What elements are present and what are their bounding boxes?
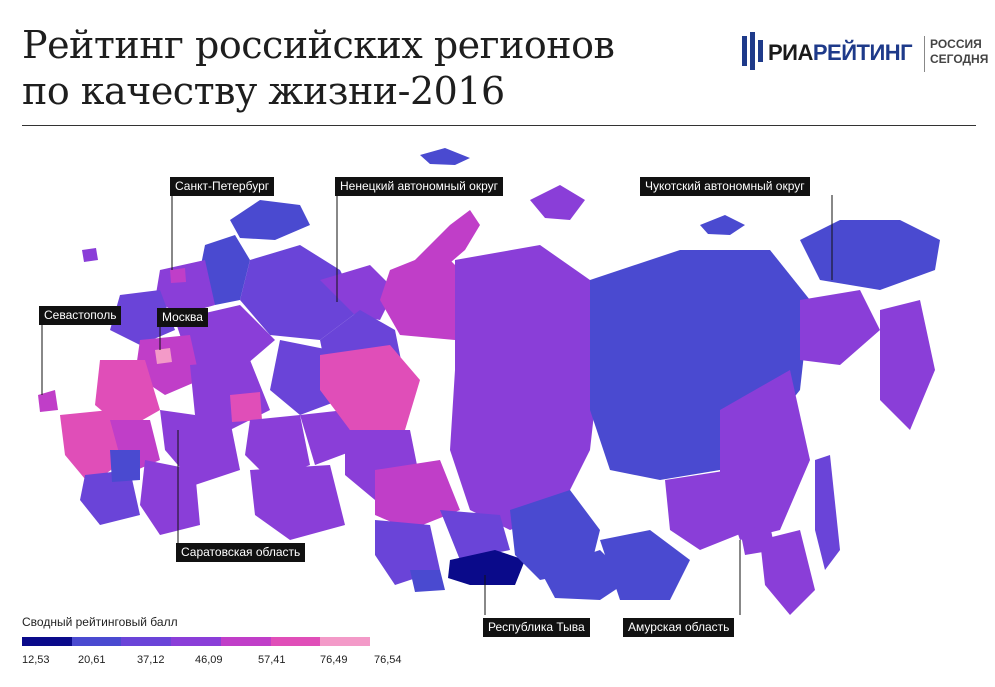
- tatarstan: [230, 392, 262, 422]
- crimea: [38, 390, 58, 412]
- title-divider: [22, 125, 976, 126]
- legend-ticks: 12,53 20,61 37,12 46,09 57,41 76,49 76,54: [22, 654, 422, 668]
- callout-chukotka: Чукотский автономный округ: [640, 177, 810, 196]
- volgograd-astrakhan: [140, 460, 200, 535]
- murmansk-region: [230, 200, 310, 240]
- severnaya-zemlya: [530, 185, 585, 220]
- chelyabinsk-orenburg: [250, 465, 345, 540]
- khabarovsk: [720, 370, 810, 540]
- bashkortostan: [245, 415, 310, 480]
- legend-tick-label: 46,09: [195, 654, 223, 666]
- legend-swatch-6: [270, 637, 321, 646]
- zabaykalsky: [600, 530, 690, 600]
- title-line-2: по качеству жизни-2016: [22, 69, 505, 113]
- legend-swatch-1: [22, 637, 72, 646]
- pskov-novgorod: [110, 290, 175, 345]
- central-south: [95, 360, 160, 430]
- magadan: [800, 290, 880, 365]
- ria-rating-logo: РИАРЕЙТИНГ РОССИЯ СЕГОДНЯ: [742, 28, 988, 78]
- altai-republic: [410, 570, 445, 592]
- legend-swatch-2: [71, 637, 122, 646]
- moscow-region: [135, 335, 200, 395]
- spb-area: [170, 268, 186, 283]
- franz-josef: [420, 148, 470, 165]
- logo-subtitle: РОССИЯ СЕГОДНЯ: [930, 37, 988, 67]
- chukotka: [800, 220, 940, 290]
- moscow-city: [155, 348, 172, 364]
- title-line-1: Рейтинг российских регионов: [22, 23, 615, 67]
- yamal: [380, 250, 470, 340]
- legend-swatch-3: [121, 637, 172, 646]
- legend-tick-label: 20,61: [78, 654, 106, 666]
- legend-tick-label: 12,53: [22, 654, 50, 666]
- callout-saratov: Саратовская область: [176, 543, 306, 562]
- primorye: [760, 530, 815, 615]
- kaliningrad: [82, 248, 98, 262]
- sakhalin: [815, 455, 840, 570]
- callout-nenets: Ненецкий автономный округ: [335, 177, 504, 196]
- callout-tuva: Республика Тыва: [483, 618, 590, 637]
- new-siberian-islands: [700, 215, 745, 235]
- logo-part-2: РЕЙТИНГ: [812, 40, 913, 65]
- logo-sub-2: СЕГОДНЯ: [930, 52, 989, 66]
- north-caucasus-dark: [110, 450, 140, 482]
- samara-saratov: [160, 410, 240, 485]
- tuva: [448, 550, 525, 585]
- logo-sub-1: РОССИЯ: [930, 37, 982, 51]
- ria-logo-icon: [742, 32, 763, 70]
- legend-swatch-7: [320, 637, 371, 646]
- legend-title: Сводный рейтинговый балл: [22, 615, 178, 629]
- kemerovo-khakassia: [440, 510, 510, 560]
- page-title: Рейтинг российских регионов по качеству …: [22, 22, 662, 114]
- legend-tick-label: 76,49: [320, 654, 348, 666]
- callout-sevastopol: Севастополь: [39, 306, 122, 325]
- arkhangelsk: [240, 245, 360, 340]
- legend-color-scale: [22, 637, 371, 646]
- kamchatka: [880, 300, 935, 430]
- krasnoyarsk: [450, 245, 600, 530]
- legend-swatch-5: [220, 637, 271, 646]
- russia-regions-map: [38, 148, 940, 615]
- callout-spb: Санкт-Петербург: [170, 177, 275, 196]
- legend-tick-label: 76,54: [374, 654, 402, 666]
- nenets: [320, 265, 395, 320]
- legend-swatch-4: [171, 637, 221, 646]
- amur: [665, 470, 750, 550]
- caucasus: [80, 470, 140, 525]
- callout-moscow: Москва: [157, 308, 208, 327]
- sverdlovsk: [300, 410, 355, 465]
- karelia: [200, 235, 250, 305]
- logo-divider: [924, 36, 925, 72]
- logo-wordmark: РИАРЕЙТИНГ: [768, 40, 913, 66]
- legend-tick-label: 37,12: [137, 654, 165, 666]
- krasnodar: [60, 410, 125, 485]
- legend-tick-label: 57,41: [258, 654, 286, 666]
- omsk-tomsk: [375, 460, 460, 530]
- khmao: [320, 345, 420, 430]
- logo-part-1: РИА: [768, 40, 813, 65]
- novosibirsk-altai: [375, 520, 440, 585]
- callout-amur: Амурская область: [623, 618, 735, 637]
- leningrad: [155, 260, 215, 315]
